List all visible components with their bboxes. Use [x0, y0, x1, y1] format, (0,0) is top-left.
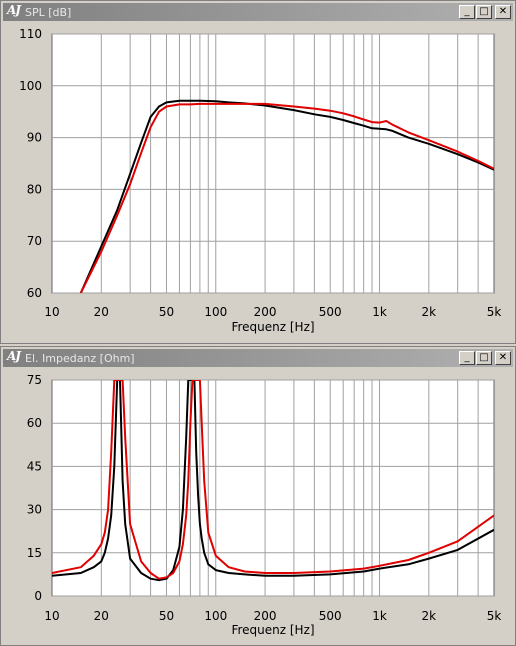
x-tick-label: 20: [94, 609, 109, 623]
series-line-red: [79, 102, 494, 293]
y-tick-label: 0: [34, 589, 42, 603]
x-tick-label: 1k: [372, 305, 387, 319]
x-axis-label: Frequenz [Hz]: [231, 320, 314, 334]
plot-area: [51, 33, 495, 294]
series-line-black: [79, 99, 494, 293]
x-tick-label: 500: [319, 305, 342, 319]
x-tick-label: 100: [204, 609, 227, 623]
y-tick-label: 100: [19, 79, 42, 93]
x-tick-label: 200: [254, 609, 277, 623]
x-tick-label: 10: [44, 609, 59, 623]
x-tick-label: 1k: [372, 609, 387, 623]
y-tick-label: 30: [27, 503, 42, 517]
y-tick-label: 75: [27, 373, 42, 387]
y-tick-label: 90: [27, 131, 42, 145]
window-title: SPL [dB]: [25, 6, 72, 19]
close-icon[interactable]: ✕: [495, 351, 511, 365]
x-tick-label: 200: [254, 305, 277, 319]
x-tick-label: 10: [44, 305, 59, 319]
spl-chart: 60 70 80 90 100 110 10 20 50 100 200 500 1k 2k 5k Frequ…: [19, 27, 502, 334]
close-icon[interactable]: ✕: [495, 5, 511, 19]
x-tick-label: 5k: [487, 305, 502, 319]
app-logo: AJ: [7, 349, 21, 363]
y-tick-label: 60: [27, 416, 42, 430]
maximize-icon[interactable]: □: [476, 351, 492, 365]
series-line-black: [52, 380, 494, 582]
x-tick-label: 5k: [487, 609, 502, 623]
x-tick-label: 2k: [422, 305, 437, 319]
minimize-icon[interactable]: _: [459, 351, 475, 365]
spl-titlebar[interactable]: AJ SPL [dB] _ □ ✕: [3, 3, 513, 21]
x-tick-label: 20: [94, 305, 109, 319]
minimize-icon[interactable]: _: [459, 5, 475, 19]
x-tick-label: 100: [204, 305, 227, 319]
x-tick-label: 50: [159, 305, 174, 319]
y-tick-label: 60: [27, 286, 42, 300]
y-tick-label: 45: [27, 459, 42, 473]
app-logo: AJ: [7, 3, 21, 17]
x-tick-label: 50: [159, 609, 174, 623]
impedance-chart: 0 15 30 45 60 75 10 20 50 100 200 500 1k 2k 5k Frequenz…: [27, 373, 502, 637]
y-tick-label: 70: [27, 234, 42, 248]
window-title: El. Impedanz [Ohm]: [25, 352, 135, 365]
plot-area: [51, 379, 495, 597]
y-tick-label: 110: [19, 27, 42, 41]
y-tick-label: 80: [27, 182, 42, 196]
x-tick-label: 500: [319, 609, 342, 623]
maximize-icon[interactable]: □: [476, 5, 492, 19]
series-line-red: [52, 380, 494, 580]
x-tick-label: 2k: [422, 609, 437, 623]
impedance-titlebar[interactable]: AJ El. Impedanz [Ohm] _ □ ✕: [3, 349, 513, 367]
x-axis-label: Frequenz [Hz]: [231, 623, 314, 637]
y-tick-label: 15: [27, 546, 42, 560]
